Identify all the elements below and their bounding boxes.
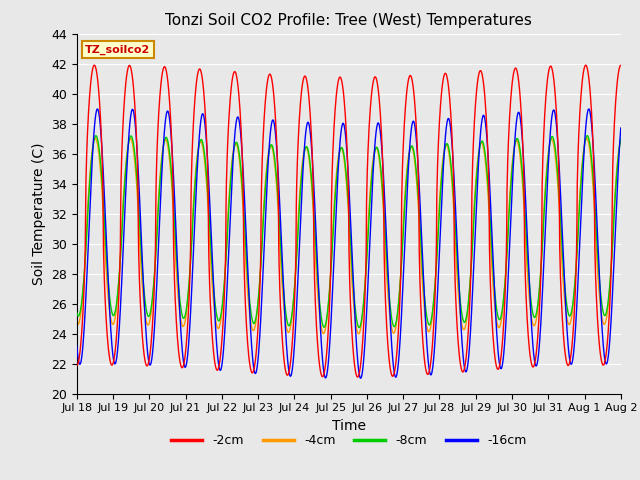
Text: TZ_soilco2: TZ_soilco2 [85, 44, 150, 55]
Y-axis label: Soil Temperature (C): Soil Temperature (C) [31, 143, 45, 285]
X-axis label: Time: Time [332, 419, 366, 433]
Title: Tonzi Soil CO2 Profile: Tree (West) Temperatures: Tonzi Soil CO2 Profile: Tree (West) Temp… [165, 13, 532, 28]
Legend: -2cm, -4cm, -8cm, -16cm: -2cm, -4cm, -8cm, -16cm [166, 429, 531, 452]
